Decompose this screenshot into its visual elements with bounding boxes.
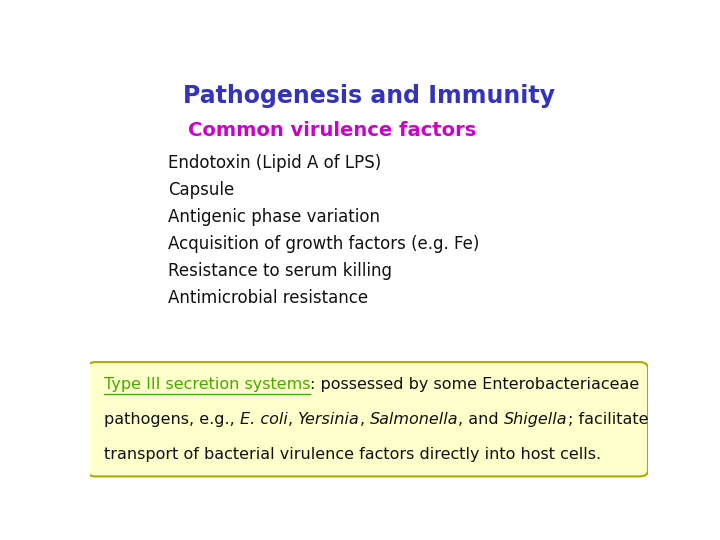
Text: ; facilitate: ; facilitate [567,412,648,427]
Text: Salmonella: Salmonella [370,412,459,427]
Text: Common virulence factors: Common virulence factors [188,121,476,140]
Text: Resistance to serum killing: Resistance to serum killing [168,262,392,280]
Text: Type III secretion systems: Type III secretion systems [104,377,310,393]
Text: Shigella: Shigella [504,412,567,427]
Text: Acquisition of growth factors (e.g. Fe): Acquisition of growth factors (e.g. Fe) [168,235,480,253]
FancyBboxPatch shape [87,362,648,476]
Text: pathogens, e.g.,: pathogens, e.g., [104,412,240,427]
Text: ,: , [360,412,370,427]
Text: ,: , [288,412,298,427]
Text: Antimicrobial resistance: Antimicrobial resistance [168,289,368,307]
Text: Capsule: Capsule [168,181,235,199]
Text: : possessed by some Enterobacteriaceae: : possessed by some Enterobacteriaceae [310,377,639,393]
Text: transport of bacterial virulence factors directly into host cells.: transport of bacterial virulence factors… [104,447,601,462]
Text: Antigenic phase variation: Antigenic phase variation [168,208,380,226]
Text: E. coli: E. coli [240,412,288,427]
Text: Pathogenesis and Immunity: Pathogenesis and Immunity [183,84,555,107]
Text: Endotoxin (Lipid A of LPS): Endotoxin (Lipid A of LPS) [168,154,382,172]
Text: Yersinia: Yersinia [298,412,360,427]
Text: , and: , and [459,412,504,427]
